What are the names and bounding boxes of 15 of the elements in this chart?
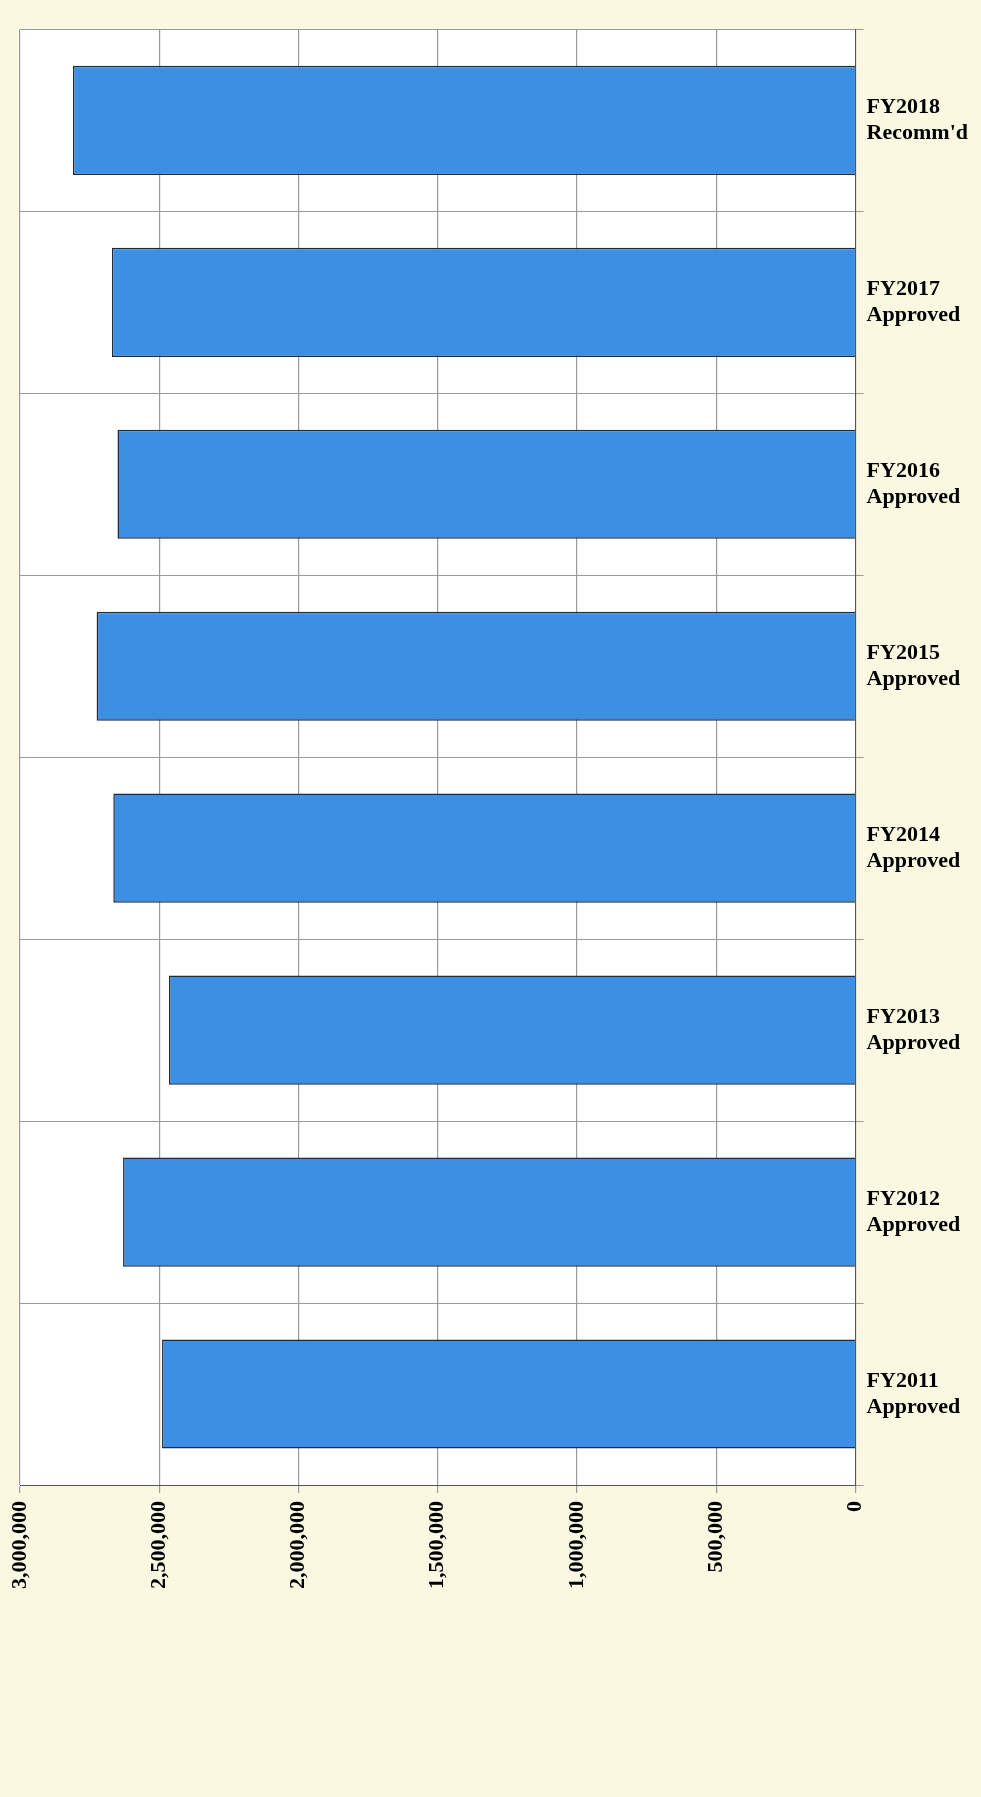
x-tick-label: 2,500,000 [144,1501,170,1589]
y-tick-label: FY2018 Recomm'd [866,92,968,145]
y-tick-label: FY2016 Approved [866,456,961,509]
y-tick-label: FY2011 Approved [866,1366,961,1418]
y-tick-label: FY2013 Approved [866,1002,961,1055]
x-tick-label: 2,000,000 [284,1501,310,1589]
x-tick-label: 500,000 [702,1501,728,1573]
y-tick-label: FY2017 Approved [866,274,961,327]
x-tick-label: 0 [841,1501,867,1512]
y-tick-label: FY2015 Approved [866,638,961,691]
y-tick-label: FY2012 Approved [866,1184,961,1236]
y-tick-label: FY2014 Approved [866,820,961,873]
x-tick-label: 1,000,000 [562,1501,588,1589]
x-tick-label: 1,500,000 [423,1501,449,1589]
x-tick-label: 3,000,000 [5,1501,31,1589]
